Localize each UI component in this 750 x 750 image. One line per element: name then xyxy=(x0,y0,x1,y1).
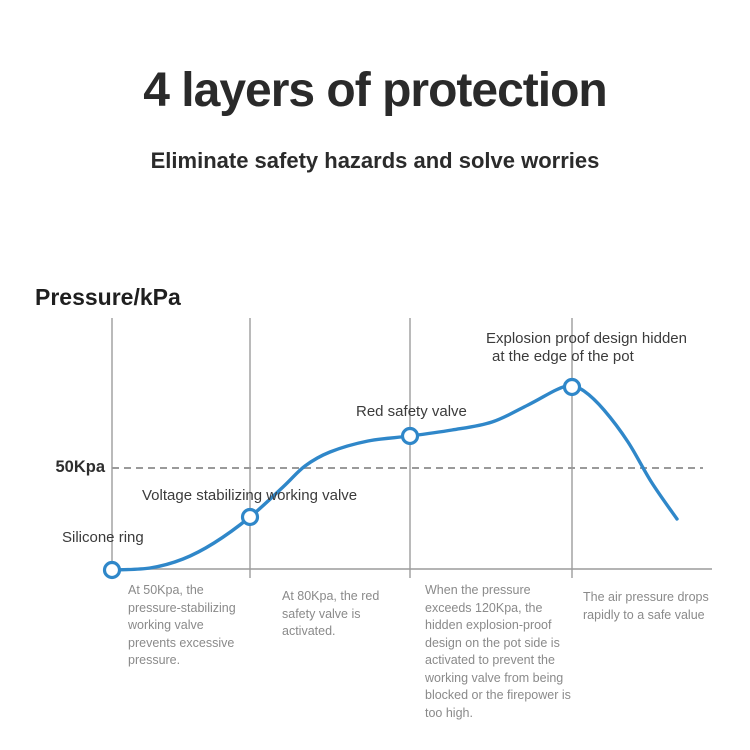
label-explosion-proof-line1: Explosion proof design hidden xyxy=(486,330,687,347)
y-axis-label: Pressure/kPa xyxy=(35,284,181,310)
stage-description-1: At 50Kpa, the pressure-stabilizing worki… xyxy=(128,583,236,667)
label-explosion-proof-line2: at the edge of the pot xyxy=(492,347,634,365)
marker-point-stage-1 xyxy=(102,560,122,580)
page-title: 4 layers of protection xyxy=(143,64,607,117)
stage-description-2: At 80Kpa, the red safety valve is activa… xyxy=(282,589,380,638)
page-subtitle: Eliminate safety hazards and solve worri… xyxy=(150,148,600,173)
label-silicone-ring: Silicone ring xyxy=(62,529,144,546)
label-red-safety-valve: Red safety valve xyxy=(356,403,467,420)
marker-point-stage-4 xyxy=(562,377,582,397)
reference-line-label: 50Kpa xyxy=(55,458,105,476)
label-working-valve: Voltage stabilizing working valve xyxy=(142,487,358,504)
stage-description-4: The air pressure drops rapidly to a safe… xyxy=(583,590,709,622)
marker-point-stage-3 xyxy=(400,426,420,446)
pressure-curve xyxy=(110,384,679,572)
stage-description-3: When the pressure exceeds 120Kpa, the hi… xyxy=(425,583,571,720)
marker-point-stage-2 xyxy=(240,507,260,527)
label-explosion-proof: Explosion proof design hidden at the edg… xyxy=(486,330,716,365)
